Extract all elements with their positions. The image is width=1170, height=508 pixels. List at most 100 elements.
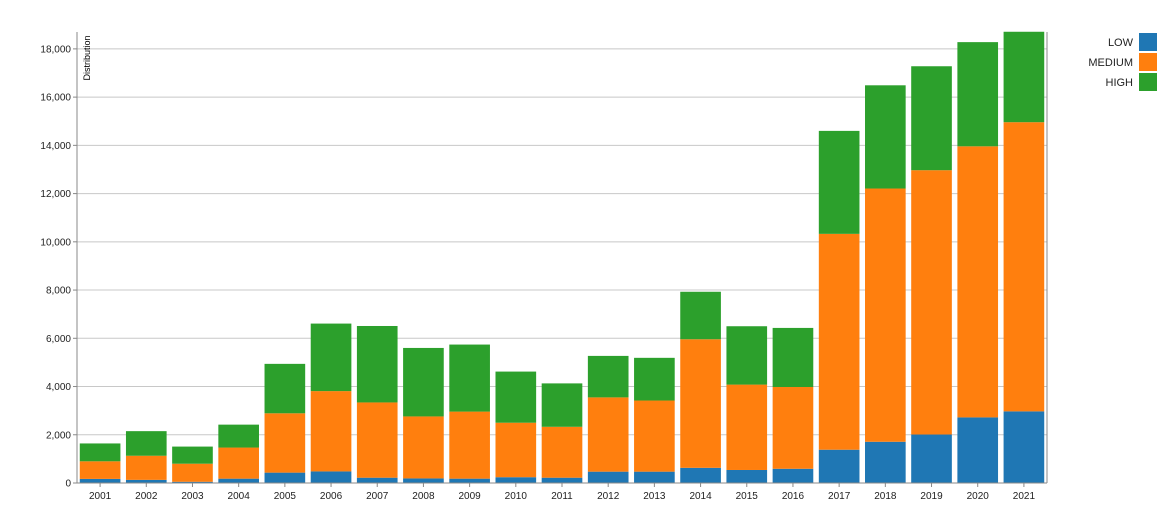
x-tick-label: 2011 [551, 491, 573, 502]
bar-medium-2007[interactable] [356, 402, 398, 478]
bar-high-2016[interactable] [772, 327, 814, 388]
bar-high-2009[interactable] [449, 344, 490, 412]
x-tick-label: 2004 [228, 491, 251, 502]
bar-high-2007[interactable] [356, 325, 398, 403]
bar-high-2008[interactable] [403, 347, 444, 417]
x-tick-label: 2015 [736, 491, 759, 502]
bar-high-2018[interactable] [865, 85, 906, 189]
bar-low-2011[interactable] [541, 477, 583, 483]
bar-high-2013[interactable] [634, 357, 675, 401]
bar-medium-2021[interactable] [1003, 122, 1045, 412]
legend-swatch-medium[interactable] [1139, 53, 1157, 71]
bar-medium-2012[interactable] [587, 397, 629, 472]
x-tick-label: 2001 [89, 491, 112, 502]
bar-medium-2019[interactable] [911, 170, 952, 435]
y-tick-label: 18,000 [40, 44, 71, 55]
bar-high-2011[interactable] [541, 383, 583, 427]
x-tick-label: 2013 [643, 491, 666, 502]
bar-medium-2006[interactable] [310, 391, 352, 472]
y-tick-label: 2,000 [46, 430, 71, 441]
x-tick-label: 2003 [181, 491, 204, 502]
x-tick-label: 2016 [782, 491, 805, 502]
bar-high-2006[interactable] [310, 323, 352, 392]
y-tick-label: 8,000 [46, 286, 71, 297]
bar-medium-2001[interactable] [79, 461, 121, 479]
bar-low-2008[interactable] [403, 478, 444, 483]
bar-medium-2015[interactable] [726, 384, 768, 470]
bar-medium-2008[interactable] [403, 416, 444, 479]
bar-high-2001[interactable] [79, 443, 121, 462]
y-tick-label: 0 [65, 479, 71, 490]
bar-low-2013[interactable] [634, 471, 675, 483]
bar-medium-2002[interactable] [125, 455, 167, 480]
bar-high-2005[interactable] [264, 363, 306, 414]
bar-medium-2011[interactable] [541, 426, 583, 478]
x-tick-label: 2021 [1013, 491, 1036, 502]
legend-swatch-high[interactable] [1139, 73, 1157, 91]
bar-medium-2004[interactable] [218, 447, 259, 479]
bar-high-2021[interactable] [1003, 31, 1045, 123]
bar-low-2005[interactable] [264, 472, 306, 483]
bar-low-2017[interactable] [818, 449, 860, 483]
legend-label-high: HIGH [1106, 77, 1134, 89]
bar-low-2019[interactable] [911, 434, 952, 483]
bar-medium-2020[interactable] [957, 146, 999, 418]
bar-low-2004[interactable] [218, 478, 259, 483]
x-tick-label: 2014 [689, 491, 712, 502]
y-tick-labels: 0 2,000 4,000 6,000 8,000 10,000 12,000 14,000 1… [40, 44, 77, 490]
bar-medium-2017[interactable] [818, 233, 860, 450]
legend: LOW MEDIUM HIGH [1088, 33, 1157, 91]
bar-low-2002[interactable] [125, 479, 167, 483]
bar-low-2015[interactable] [726, 469, 768, 483]
bar-low-2006[interactable] [310, 471, 352, 483]
bar-low-2018[interactable] [865, 441, 906, 483]
y-tick-label: 14,000 [40, 141, 71, 152]
x-tick-label: 2002 [135, 491, 158, 502]
bar-low-2016[interactable] [772, 468, 814, 483]
bar-high-2015[interactable] [726, 326, 768, 385]
bars [79, 31, 1045, 483]
bar-low-2009[interactable] [449, 478, 490, 483]
bar-low-2001[interactable] [79, 478, 121, 483]
y-tick-label: 16,000 [40, 93, 71, 104]
y-tick-label: 10,000 [40, 237, 71, 248]
bar-medium-2010[interactable] [495, 422, 537, 478]
bar-low-2014[interactable] [680, 467, 721, 483]
bar-high-2012[interactable] [587, 355, 629, 398]
legend-label-low: LOW [1108, 37, 1134, 49]
bar-medium-2009[interactable] [449, 411, 490, 479]
x-tick-label: 2009 [458, 491, 481, 502]
bar-medium-2018[interactable] [865, 188, 906, 442]
x-tick-label: 2012 [597, 491, 620, 502]
bar-high-2014[interactable] [680, 291, 721, 340]
bar-low-2010[interactable] [495, 477, 537, 483]
legend-label-medium: MEDIUM [1088, 57, 1133, 69]
bar-high-2004[interactable] [218, 424, 259, 448]
bar-medium-2014[interactable] [680, 339, 721, 468]
bar-medium-2016[interactable] [772, 387, 814, 469]
bar-low-2020[interactable] [957, 417, 999, 483]
bar-low-2007[interactable] [356, 477, 398, 483]
x-tick-label: 2017 [828, 491, 851, 502]
x-tick-label: 2010 [505, 491, 528, 502]
legend-swatch-low[interactable] [1139, 33, 1157, 51]
x-tick-label: 2008 [412, 491, 435, 502]
y-tick-label: 12,000 [40, 189, 71, 200]
bar-high-2003[interactable] [172, 446, 213, 464]
y-axis-title: Distribution [82, 35, 92, 80]
bar-high-2002[interactable] [125, 431, 167, 456]
bar-high-2019[interactable] [911, 66, 952, 171]
bar-low-2012[interactable] [587, 471, 629, 483]
bar-high-2017[interactable] [818, 130, 860, 234]
y-tick-label: 6,000 [46, 334, 71, 345]
bar-medium-2013[interactable] [634, 400, 675, 472]
bar-medium-2003[interactable] [172, 463, 213, 482]
bar-high-2020[interactable] [957, 42, 999, 147]
bar-low-2021[interactable] [1003, 411, 1045, 483]
bar-high-2010[interactable] [495, 371, 537, 423]
x-tick-label: 2020 [967, 491, 990, 502]
bar-medium-2005[interactable] [264, 413, 306, 473]
bar-low-2003[interactable] [172, 481, 213, 483]
x-tick-label: 2007 [366, 491, 389, 502]
